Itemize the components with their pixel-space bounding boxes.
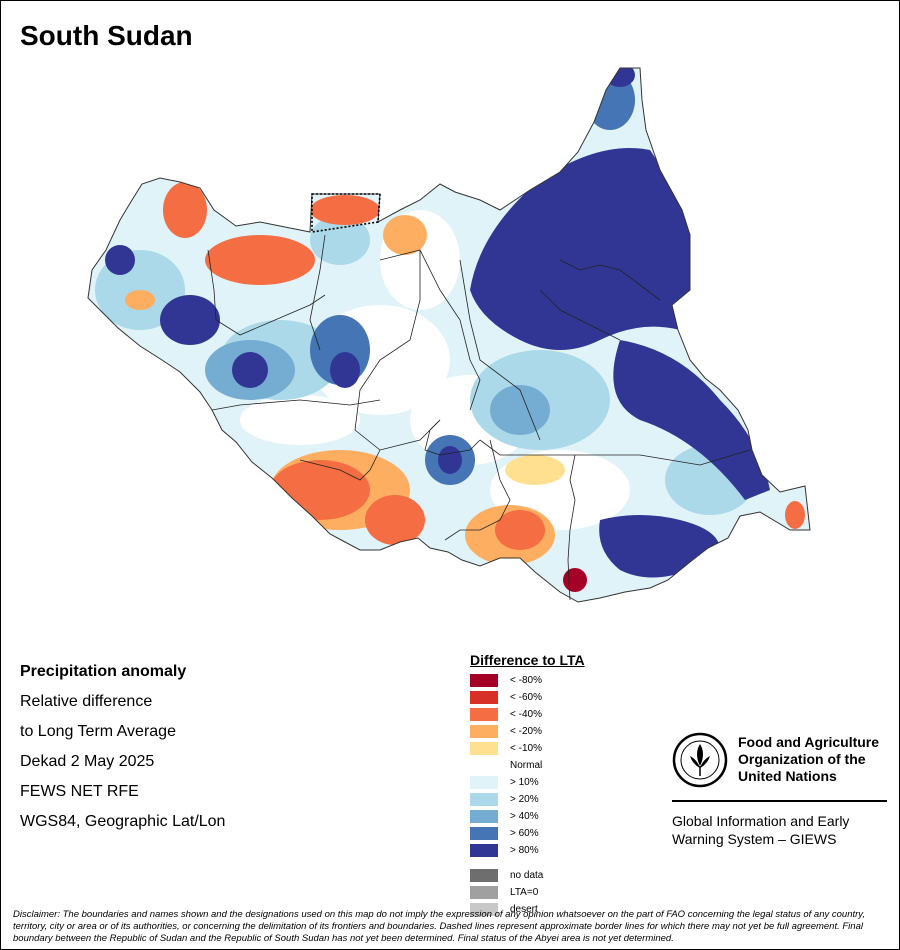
- system-name-line-2: Warning System – GIEWS: [672, 831, 837, 847]
- legend-swatch: [470, 886, 498, 899]
- legend-label: < -10%: [510, 743, 542, 754]
- legend-row: > 80%: [470, 842, 640, 859]
- legend-label: > 80%: [510, 845, 539, 856]
- legend: Difference to LTA < -80% < -60% < -40% < -2…: [470, 652, 640, 918]
- legend-row: > 10%: [470, 774, 640, 791]
- negative-zone: [205, 235, 315, 285]
- disclaimer: Disclaimer: The boundaries and names sho…: [13, 909, 865, 944]
- map-info: Precipitation anomaly Relative differenc…: [20, 657, 225, 837]
- fao-emblem-icon: [672, 732, 728, 788]
- legend-label: > 60%: [510, 828, 539, 839]
- legend-swatch: [470, 725, 498, 738]
- legend-row: < -10%: [470, 740, 640, 757]
- legend-swatch: [470, 810, 498, 823]
- negative-zone: [163, 182, 207, 238]
- info-period: Dekad 2 May 2025: [20, 753, 155, 770]
- legend-swatch: [470, 691, 498, 704]
- legend-label: > 40%: [510, 811, 539, 822]
- legend-row: < -80%: [470, 672, 640, 689]
- legend-swatch: [470, 793, 498, 806]
- legend-row: > 40%: [470, 808, 640, 825]
- negative-zone: [125, 290, 155, 310]
- org-name-line-1: Food and Agriculture: [738, 734, 880, 750]
- legend-label: Normal: [510, 760, 543, 771]
- negative-zone: [495, 510, 545, 550]
- negative-zone: [785, 501, 805, 529]
- legend-label: < -60%: [510, 692, 542, 703]
- legend-extra-items: no data LTA=0 desert: [470, 867, 640, 918]
- extreme-negative-zone: [563, 568, 587, 592]
- strong-positive-zone: [105, 245, 135, 275]
- negative-zone: [383, 215, 427, 255]
- legend-row: desert: [470, 901, 640, 918]
- legend-swatch: [470, 844, 498, 857]
- anomaly-map: [87, 67, 811, 603]
- map-title: South Sudan: [20, 20, 193, 51]
- strong-positive-zone: [160, 295, 220, 345]
- legend-swatch: [470, 708, 498, 721]
- legend-row: > 60%: [470, 825, 640, 842]
- legend-items: < -80% < -60% < -40% < -20% < -10% Normal > 10…: [470, 672, 640, 859]
- logo-divider: [672, 800, 887, 802]
- org-name-line-2: Organization of the: [738, 751, 866, 767]
- strong-positive-zone: [330, 352, 360, 388]
- legend-label: LTA=0: [510, 887, 539, 898]
- legend-label: > 20%: [510, 794, 539, 805]
- strong-positive-zone: [438, 446, 462, 474]
- strong-positive-zone: [605, 68, 635, 87]
- legend-swatch: [470, 742, 498, 755]
- strong-positive-zone: [232, 352, 268, 388]
- organization-name: Food and Agriculture Organization of the…: [738, 734, 879, 785]
- info-line-2: to Long Term Average: [20, 723, 176, 740]
- legend-swatch: [470, 827, 498, 840]
- legend-row: > 20%: [470, 791, 640, 808]
- legend-row: < -20%: [470, 723, 640, 740]
- info-line-1: Relative difference: [20, 693, 153, 710]
- legend-label: > 10%: [510, 777, 539, 788]
- legend-row: LTA=0: [470, 884, 640, 901]
- positive-zone: [310, 215, 370, 265]
- legend-swatch: [470, 776, 498, 789]
- org-name-line-3: United Nations: [738, 768, 837, 784]
- legend-title: Difference to LTA: [470, 652, 585, 668]
- legend-swatch: [470, 674, 498, 687]
- anomaly-raster: [88, 68, 810, 602]
- legend-swatch: [470, 903, 498, 916]
- legend-swatch: [470, 759, 498, 772]
- negative-zone: [310, 195, 380, 225]
- negative-zone: [365, 495, 425, 545]
- legend-row: Normal: [470, 757, 640, 774]
- system-name-line-1: Global Information and Early: [672, 813, 850, 829]
- info-source: FEWS NET RFE: [20, 783, 139, 800]
- legend-row: no data: [470, 867, 640, 884]
- negative-zone: [505, 455, 565, 485]
- legend-row: < -60%: [470, 689, 640, 706]
- info-projection: WGS84, Geographic Lat/Lon: [20, 813, 226, 830]
- legend-label: < -80%: [510, 675, 542, 686]
- abyei-border: [311, 193, 381, 233]
- info-heading: Precipitation anomaly: [20, 663, 187, 680]
- normal-zone: [240, 395, 360, 445]
- map-area: [0, 60, 900, 620]
- system-name: Global Information and Early Warning Sys…: [672, 812, 849, 848]
- strong-positive-zone: [613, 340, 770, 500]
- state-borders: [207, 234, 751, 601]
- legend-swatch: [470, 869, 498, 882]
- legend-label: < -40%: [510, 709, 542, 720]
- legend-row: < -40%: [470, 706, 640, 723]
- legend-label: no data: [510, 870, 544, 881]
- legend-label: desert: [510, 904, 538, 915]
- negative-zone: [270, 460, 370, 520]
- legend-label: < -20%: [510, 726, 542, 737]
- fao-logo: Food and Agriculture Organization of the…: [672, 732, 892, 852]
- strong-positive-zone: [470, 148, 690, 350]
- positive-zone: [490, 385, 550, 435]
